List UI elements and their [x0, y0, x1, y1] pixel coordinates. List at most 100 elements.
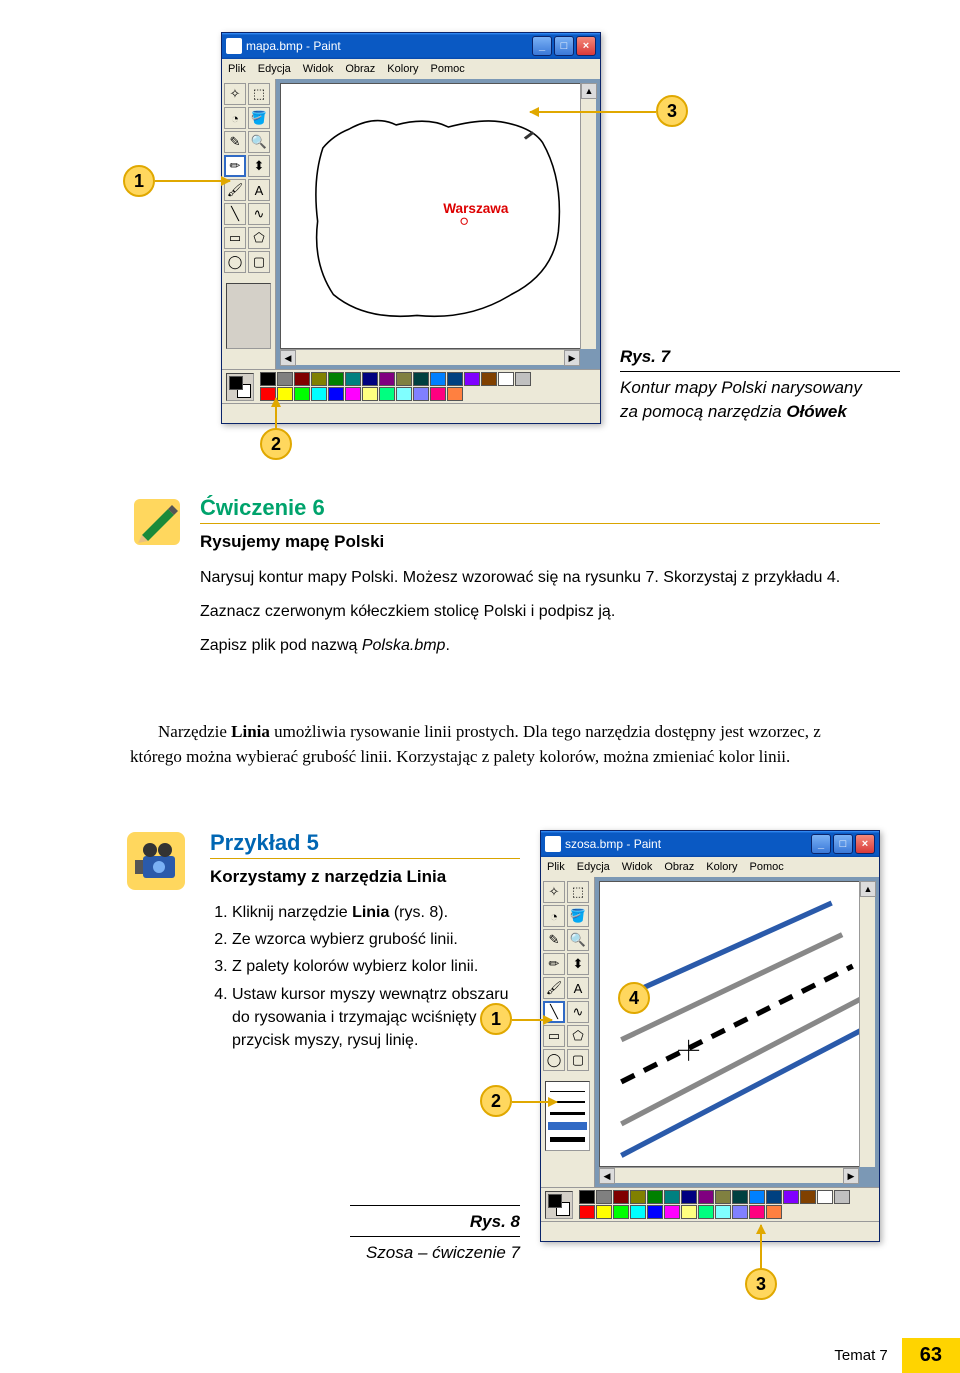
scrollbar-vertical[interactable]: ▲ [580, 83, 596, 349]
color-swatch[interactable] [681, 1205, 697, 1219]
tool-rect-select[interactable]: ⬚ [248, 83, 270, 105]
tool-zoom[interactable]: 🔍 [248, 131, 270, 153]
tool-options[interactable] [226, 283, 271, 349]
tool-rectangle[interactable]: ▭ [543, 1025, 565, 1047]
color-swatch[interactable] [464, 372, 480, 386]
color-swatch[interactable] [596, 1205, 612, 1219]
tool-eraser[interactable]: ◔ [543, 905, 565, 927]
tool-fill[interactable]: 🪣 [567, 905, 589, 927]
tool-rounded-rect[interactable]: ▢ [567, 1049, 589, 1071]
color-swatch[interactable] [311, 387, 327, 401]
color-swatch[interactable] [294, 372, 310, 386]
color-swatch[interactable] [630, 1205, 646, 1219]
tool-brush[interactable]: ⬍ [248, 155, 270, 177]
color-swatch[interactable] [596, 1190, 612, 1204]
color-swatch[interactable] [379, 387, 395, 401]
tool-picker[interactable]: ✎ [543, 929, 565, 951]
menu-widok[interactable]: Widok [303, 63, 334, 75]
color-swatch[interactable] [783, 1190, 799, 1204]
color-swatch[interactable] [362, 372, 378, 386]
scrollbar-vertical[interactable]: ▲ [859, 881, 875, 1167]
tool-pencil[interactable]: ✏ [543, 953, 565, 975]
scrollbar-horizontal[interactable]: ◀ ▶ [280, 349, 580, 365]
color-swatch[interactable] [613, 1205, 629, 1219]
color-swatch[interactable] [647, 1205, 663, 1219]
menu-obraz[interactable]: Obraz [345, 63, 375, 75]
color-swatch[interactable] [698, 1205, 714, 1219]
color-swatch[interactable] [664, 1190, 680, 1204]
color-swatch[interactable] [413, 372, 429, 386]
color-swatch[interactable] [579, 1190, 595, 1204]
canvas[interactable]: Warszawa [280, 83, 596, 349]
menu-edycja[interactable]: Edycja [577, 861, 610, 873]
color-swatch[interactable] [447, 387, 463, 401]
menu-edycja[interactable]: Edycja [258, 63, 291, 75]
scroll-right-button[interactable]: ▶ [564, 350, 580, 366]
color-swatch[interactable] [630, 1190, 646, 1204]
tool-rounded-rect[interactable]: ▢ [248, 251, 270, 273]
color-swatch[interactable] [430, 372, 446, 386]
color-swatch[interactable] [817, 1190, 833, 1204]
tool-ellipse[interactable]: ◯ [543, 1049, 565, 1071]
titlebar[interactable]: mapa.bmp - Paint _ □ × [222, 33, 600, 59]
color-swatch[interactable] [681, 1190, 697, 1204]
menu-plik[interactable]: Plik [228, 63, 246, 75]
close-button[interactable]: × [576, 36, 596, 56]
color-swatch[interactable] [447, 372, 463, 386]
menu-pomoc[interactable]: Pomoc [430, 63, 464, 75]
tool-text[interactable]: A [248, 179, 270, 201]
color-swatch[interactable] [715, 1190, 731, 1204]
color-swatch[interactable] [311, 372, 327, 386]
color-swatch[interactable] [766, 1190, 782, 1204]
maximize-button[interactable]: □ [554, 36, 574, 56]
menu-obraz[interactable]: Obraz [664, 861, 694, 873]
tool-free-select[interactable]: ✧ [543, 881, 565, 903]
color-swatch[interactable] [294, 387, 310, 401]
line-width-options[interactable] [545, 1081, 590, 1151]
color-swatch[interactable] [698, 1190, 714, 1204]
color-swatch[interactable] [345, 387, 361, 401]
tool-curve[interactable]: ∿ [248, 203, 270, 225]
minimize-button[interactable]: _ [811, 834, 831, 854]
menu-kolory[interactable]: Kolory [387, 63, 418, 75]
menu-widok[interactable]: Widok [622, 861, 653, 873]
color-swatch[interactable] [260, 372, 276, 386]
tool-eraser[interactable]: ◔ [224, 107, 246, 129]
tool-ellipse[interactable]: ◯ [224, 251, 246, 273]
color-swatch[interactable] [277, 372, 293, 386]
color-swatch[interactable] [664, 1205, 680, 1219]
close-button[interactable]: × [855, 834, 875, 854]
tool-zoom[interactable]: 🔍 [567, 929, 589, 951]
tool-fill[interactable]: 🪣 [248, 107, 270, 129]
color-swatch[interactable] [328, 387, 344, 401]
tool-text[interactable]: A [567, 977, 589, 999]
color-swatch[interactable] [345, 372, 361, 386]
tool-polygon[interactable]: ⬠ [248, 227, 270, 249]
color-swatch[interactable] [498, 372, 514, 386]
menu-pomoc[interactable]: Pomoc [749, 861, 783, 873]
tool-airbrush[interactable]: 🖌 [543, 977, 565, 999]
color-swatch[interactable] [647, 1190, 663, 1204]
tool-free-select[interactable]: ✧ [224, 83, 246, 105]
color-swatch[interactable] [430, 387, 446, 401]
color-swatch[interactable] [766, 1205, 782, 1219]
tool-rect-select[interactable]: ⬚ [567, 881, 589, 903]
color-swatch[interactable] [362, 387, 378, 401]
fg-bg-colors[interactable] [226, 373, 254, 401]
color-swatch[interactable] [413, 387, 429, 401]
tool-rectangle[interactable]: ▭ [224, 227, 246, 249]
scroll-up-button[interactable]: ▲ [581, 83, 597, 99]
color-swatch[interactable] [379, 372, 395, 386]
fg-bg-colors[interactable] [545, 1191, 573, 1219]
tool-pencil[interactable]: ✏ [224, 155, 246, 177]
tool-line[interactable]: ╲ [224, 203, 246, 225]
color-swatch[interactable] [834, 1190, 850, 1204]
titlebar[interactable]: szosa.bmp - Paint _ □ × [541, 831, 879, 857]
color-swatch[interactable] [396, 387, 412, 401]
color-swatch[interactable] [749, 1205, 765, 1219]
scroll-left-button[interactable]: ◀ [280, 350, 296, 366]
minimize-button[interactable]: _ [532, 36, 552, 56]
tool-curve[interactable]: ∿ [567, 1001, 589, 1023]
color-swatch[interactable] [481, 372, 497, 386]
tool-polygon[interactable]: ⬠ [567, 1025, 589, 1047]
